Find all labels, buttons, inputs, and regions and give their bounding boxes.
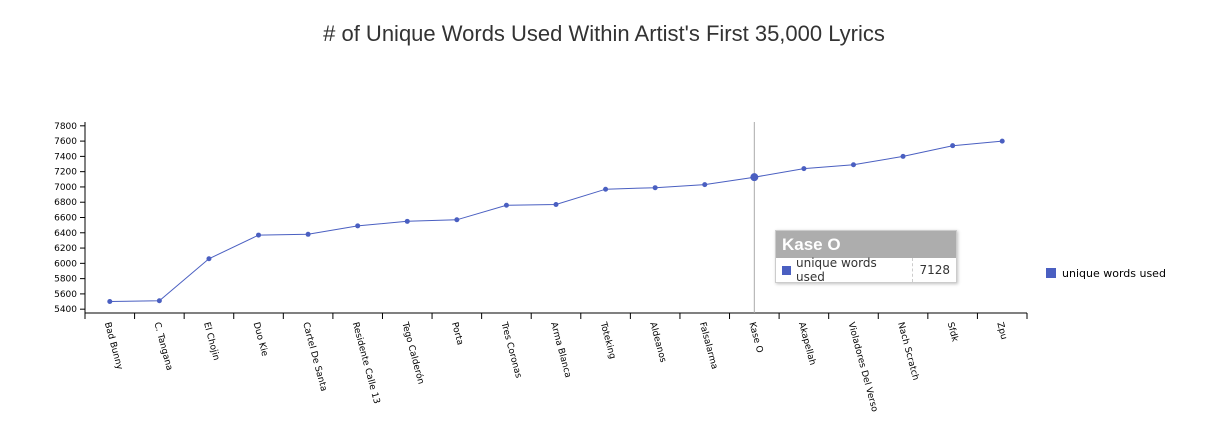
x-tick-label: Residente Calle 13 [350,321,381,405]
y-tick-label: 5800 [54,275,77,285]
x-tick-label: C. Tangana [151,321,174,372]
data-point[interactable] [850,162,856,168]
legend-label: unique words used [1062,267,1166,280]
x-tick-label: Kase O [746,321,764,354]
x-tick-label: Nach Scratch [895,321,920,381]
data-point[interactable] [603,186,609,192]
y-tick-label: 6000 [54,259,77,269]
data-point[interactable] [206,256,212,262]
y-tick-label: 7200 [54,168,77,178]
data-point[interactable] [404,218,410,224]
x-tick-label: Arma Blanca [548,321,572,379]
x-tick-label: Violadores Del Verso [846,321,880,413]
x-tick-label: Akapellah [796,321,817,366]
x-tick-label: Zpu [994,321,1008,341]
data-point[interactable] [801,166,807,172]
tooltip: Kase O unique words used 7128 [775,230,957,284]
x-tick-label: Aldeanos [647,321,667,364]
y-tick-label: 5600 [54,290,77,300]
x-tick-label: Porta [449,321,465,346]
tooltip-swatch [782,265,791,275]
x-tick-label: Tres Coronas [498,320,523,379]
chart-title: # of Unique Words Used Within Artist's F… [323,21,885,46]
y-tick-label: 7800 [54,122,77,132]
tooltip-row: unique words used 7128 [776,256,956,284]
data-point[interactable] [305,231,311,237]
y-tick-label: 7600 [54,137,77,147]
legend[interactable]: unique words used [1046,267,1166,280]
tooltip-title: Kase O [776,231,956,258]
y-tick-label: 6600 [54,214,77,224]
y-tick-label: 6800 [54,198,77,208]
x-tick-label: Cartel De Santa [300,321,328,392]
x-tick-label: Duo Kie [251,321,270,358]
data-point[interactable] [256,232,262,238]
x-tick-label: Tego Calderón [399,320,426,385]
tooltip-value: 7128 [912,258,956,282]
y-tick-label: 6400 [54,229,77,239]
data-point[interactable] [999,138,1005,144]
x-tick-label: Toteking [597,320,617,360]
data-point[interactable] [454,217,460,223]
x-tick-label: Sfdk [945,321,960,343]
x-tick-label: Bad Bunny [102,321,124,371]
y-tick-label: 5400 [54,305,77,315]
data-point[interactable] [702,182,708,188]
y-tick-label: 6200 [54,244,77,254]
data-point[interactable] [652,185,658,191]
data-point[interactable] [503,202,509,208]
data-point[interactable] [553,202,559,208]
data-point[interactable] [900,153,906,159]
data-point[interactable] [950,143,956,149]
tooltip-series-name: unique words used [796,256,877,284]
y-tick-label: 7400 [54,152,77,162]
data-point[interactable] [107,299,113,305]
legend-swatch [1046,268,1056,278]
data-point[interactable] [750,173,759,182]
data-point[interactable] [355,223,361,229]
x-tick-label: El Chojin [201,321,221,362]
data-point[interactable] [156,298,162,304]
y-tick-label: 7000 [54,183,77,193]
x-tick-label: Falsalarma [697,321,719,370]
